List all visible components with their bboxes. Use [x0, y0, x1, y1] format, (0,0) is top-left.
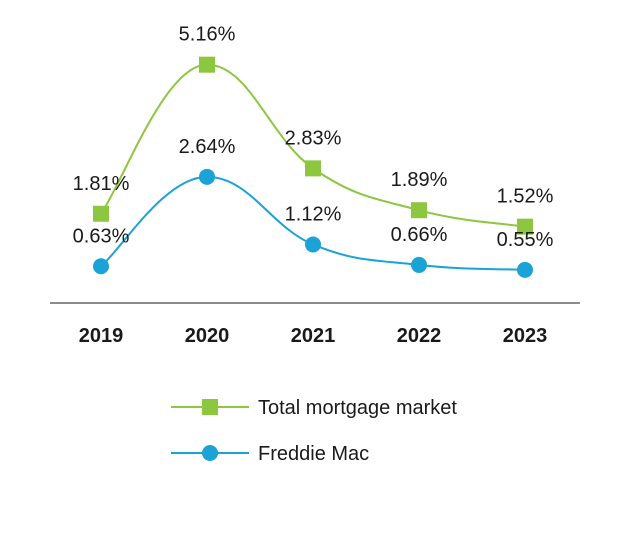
x-axis-ticks: 2019 2020 2021 2022 2023 [79, 325, 548, 347]
x-tick-label-1: 2020 [185, 325, 230, 347]
data-point-1-0 [93, 258, 109, 275]
series-layer: 1.81% 5.16% 2.83% 1.89% 1.52% 0.63% 2.64% 1.12%… [73, 24, 554, 278]
data-point-1-1 [199, 168, 215, 185]
data-label-1-4: 0.55% [497, 229, 554, 251]
legend-item-0: Total mortgage market [171, 397, 457, 419]
x-tick-label-0: 2019 [79, 325, 124, 347]
legend-marker-1 [202, 445, 218, 461]
legend-item-1: Freddie Mac [171, 443, 369, 465]
legend-label-0: Total mortgage market [258, 397, 457, 419]
data-point-0-4 [517, 218, 533, 235]
data-label-0-1: 5.16% [179, 24, 236, 46]
data-point-0-2 [305, 160, 321, 177]
legend: Total mortgage market Freddie Mac [171, 397, 457, 465]
data-label-0-0: 1.81% [73, 173, 130, 195]
data-label-1-0: 0.63% [73, 225, 130, 247]
series-1: 0.63% 2.64% 1.12% 0.66% 0.55% [73, 136, 554, 278]
data-point-0-0 [93, 205, 109, 222]
data-point-1-3 [411, 256, 427, 273]
data-label-0-4: 1.52% [497, 186, 554, 208]
x-tick-label-4: 2023 [503, 325, 548, 347]
legend-marker-0 [202, 399, 218, 415]
data-label-1-2: 1.12% [285, 203, 342, 225]
data-label-1-1: 2.64% [179, 136, 236, 158]
data-label-1-3: 0.66% [391, 224, 448, 246]
legend-label-1: Freddie Mac [258, 443, 369, 465]
data-point-0-1 [199, 56, 215, 73]
data-label-0-3: 1.89% [391, 169, 448, 191]
data-point-0-3 [411, 202, 427, 219]
x-tick-label-2: 2021 [291, 325, 336, 347]
data-point-1-2 [305, 236, 321, 253]
data-point-1-4 [517, 261, 533, 278]
series-line-0 [100, 63, 526, 228]
data-label-0-2: 2.83% [285, 127, 342, 149]
x-tick-label-3: 2022 [397, 325, 442, 347]
series-0: 1.81% 5.16% 2.83% 1.89% 1.52% [73, 24, 554, 235]
